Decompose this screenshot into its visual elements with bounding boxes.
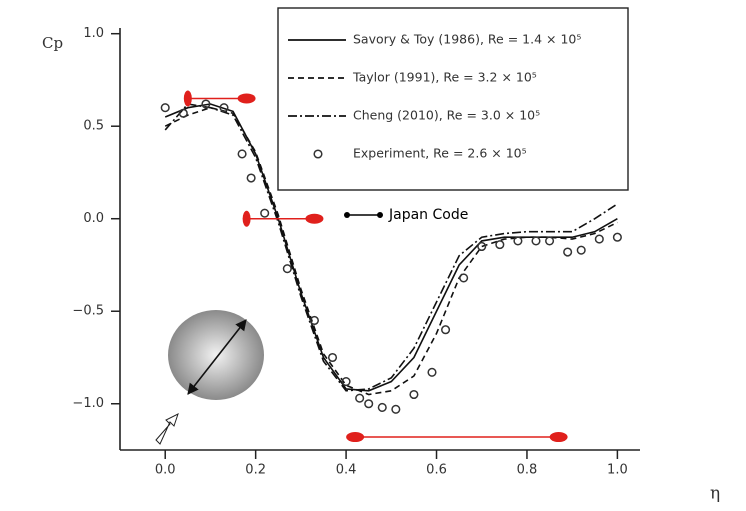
legend-swatch — [344, 212, 350, 218]
y-tick-label: −0.5 — [72, 304, 104, 319]
data-point — [355, 393, 365, 403]
y-tick-label: 0.0 — [83, 211, 104, 226]
x-tick-label: 0.4 — [336, 463, 357, 478]
code-endpoint — [242, 210, 251, 227]
data-point — [531, 236, 541, 246]
code-endpoint — [346, 432, 365, 443]
data-point — [364, 399, 374, 409]
data-point — [441, 325, 451, 335]
data-point — [513, 236, 523, 246]
legend-box — [277, 7, 629, 191]
x-axis-label: η — [710, 484, 720, 504]
legend-swatch — [313, 149, 323, 159]
data-point — [341, 376, 351, 387]
data-point — [594, 234, 604, 244]
data-point — [576, 245, 586, 255]
data-point — [427, 367, 437, 377]
data-point — [237, 149, 247, 159]
x-tick-label: 1.0 — [607, 463, 628, 478]
data-point — [160, 103, 170, 113]
legend-label: Savory & Toy (1986), Re = 1.4 × 10⁵ — [353, 32, 581, 47]
x-tick-label: 0.8 — [517, 463, 538, 478]
x-tick-label: 0.0 — [155, 463, 176, 478]
data-point — [282, 264, 292, 274]
data-point — [219, 103, 229, 113]
data-point — [201, 99, 211, 109]
y-tick-label: 1.0 — [83, 26, 104, 41]
code-endpoint — [549, 432, 568, 443]
series-line — [164, 103, 618, 392]
legend-label: Cheng (2010), Re = 3.0 × 10⁵ — [353, 108, 540, 123]
series-line — [164, 106, 618, 396]
x-tick-label: 0.2 — [245, 463, 266, 478]
inset-arrow — [187, 319, 247, 395]
inset-cylinder — [168, 310, 264, 400]
legend-label: Experiment, Re = 2.6 × 10⁵ — [353, 146, 527, 161]
wind-arrow — [155, 413, 179, 445]
code-endpoint — [305, 213, 324, 224]
legend-label: Taylor (1991), Re = 3.2 × 10⁵ — [352, 70, 537, 85]
data-point — [309, 315, 319, 326]
data-point — [178, 108, 188, 118]
legend-label: Japan Code — [388, 207, 468, 223]
y-tick-label: −1.0 — [72, 396, 104, 411]
data-point — [246, 173, 256, 183]
x-tick-label: 0.6 — [426, 463, 447, 478]
code-endpoint — [237, 93, 256, 104]
code-endpoint — [183, 90, 192, 107]
y-axis-label: Cp — [42, 34, 63, 52]
data-point — [495, 240, 505, 250]
data-point — [563, 247, 573, 257]
data-point — [545, 236, 555, 246]
data-point — [260, 208, 270, 218]
data-point — [459, 273, 469, 283]
data-point — [477, 241, 487, 252]
y-tick-label: 0.5 — [83, 119, 104, 134]
data-point — [377, 402, 387, 412]
data-point — [391, 404, 401, 414]
data-point — [327, 352, 338, 363]
data-point — [409, 389, 419, 400]
data-point — [612, 232, 622, 242]
legend-swatch — [377, 212, 383, 218]
